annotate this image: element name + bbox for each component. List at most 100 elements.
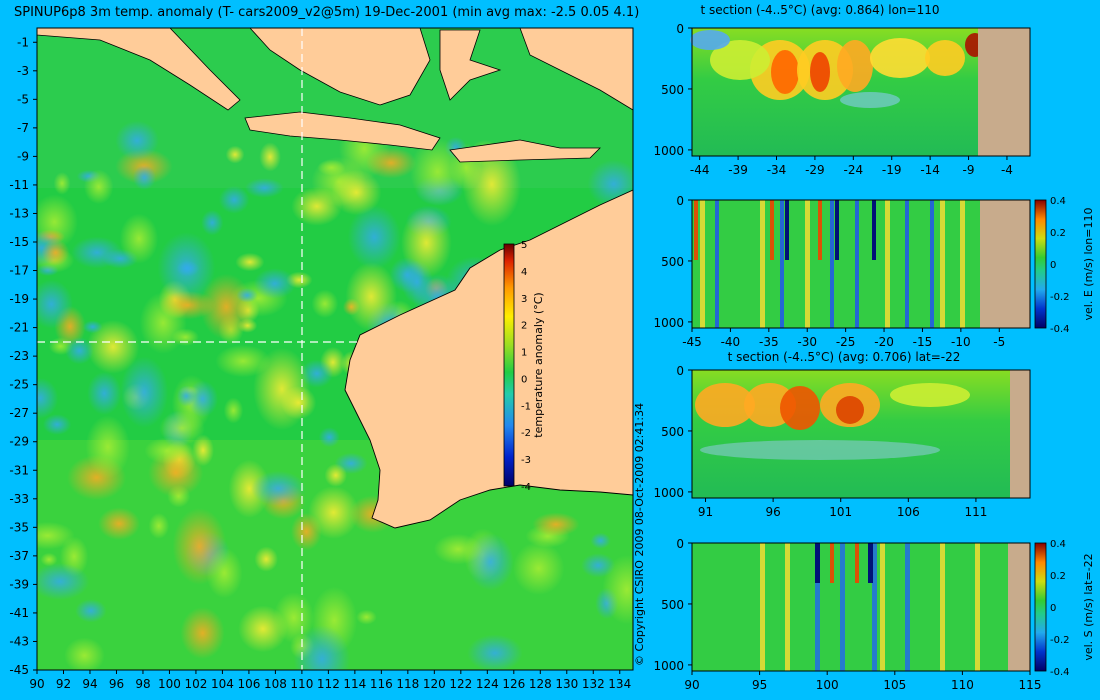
panel1-title: t section (-4..5°C) (avg: 0.864) lon=110 [700,3,939,17]
map-ytick-label: -33 [9,492,29,506]
map-ytick-label: -35 [9,520,29,534]
map-anomaly-patch [365,147,417,179]
section-xtick-label: 100 [816,678,839,692]
section-vel-streak [760,200,765,328]
section-vel-streak [830,200,834,328]
section-xtick-label: -19 [882,163,902,177]
map-anomaly-patch [119,213,159,264]
map-xtick-label: 128 [529,677,552,691]
section-xtick-label: 101 [829,505,852,519]
section-temp-patch [870,38,930,78]
land-timor [449,139,601,163]
map-anomaly-patch [71,236,123,269]
map-xtick-label: 120 [423,677,446,691]
section-vel-streak [805,200,810,328]
map-anomaly-patch [253,347,311,431]
map-ytick-label: -5 [17,92,29,106]
map-anomaly-patch [324,463,347,487]
section-vel-streak [770,200,774,260]
map-anomaly-patch [467,634,523,670]
section-ytick-label: 1000 [653,144,684,158]
section-xtick-label: -44 [690,163,710,177]
map-anomaly-patch [259,142,281,172]
map-xtick-label: 94 [82,677,97,691]
map-xtick-label: 134 [608,677,631,691]
section-vel-streak [694,200,698,260]
section-vel-streak [855,543,859,583]
section-xtick-label: -40 [721,335,741,349]
section-vel-streak [815,543,820,583]
map-ytick-label: -27 [9,406,29,420]
map-colorbar-tick: 1 [521,348,527,359]
sections-panel: t section (-4..5°C) (avg: 0.864) lon=110… [653,3,1095,692]
land-australia [344,189,633,529]
section-xtick-label: -5 [993,335,1005,349]
section-vel-streak [780,200,784,328]
map-anomaly-patch [218,185,250,214]
map-ytick-label: -17 [9,264,29,278]
section-ytick-label: 500 [661,425,684,439]
map-ytick-label: -29 [9,435,29,449]
section-xtick-label: -25 [836,335,856,349]
map-ytick-label: -3 [17,64,29,78]
map-anomaly-patch [590,532,611,549]
map-ytick-label: -1 [17,35,29,49]
map-anomaly-patch [200,273,253,340]
section-ytick-label: 0 [676,194,684,208]
section-vel-streak [855,200,859,328]
map-anomaly-patch [253,268,296,299]
map-xtick-label: 114 [343,677,366,691]
map-anomaly-patch [53,172,71,195]
section-ytick-label: 0 [676,364,684,378]
section-xtick-label: -14 [920,163,940,177]
section-xtick-label: 106 [897,505,920,519]
section-temp-patch [700,440,940,460]
section-ytick-label: 500 [661,598,684,612]
map-colorbar-tick: -4 [521,482,531,493]
section-temp-patch [780,386,820,430]
map-anomaly-patch [42,414,72,435]
panel2-colorbar [1034,199,1047,329]
map-ytick-label: -13 [9,206,29,220]
map-xtick-label: 100 [158,677,181,691]
map-anomaly-patch [87,371,122,415]
map-anomaly-patch [225,145,245,164]
map-anomaly-patch [148,512,170,539]
map-ytick-label: -23 [9,349,29,363]
map-colorbar-tick: 3 [521,294,527,305]
map-xtick-label: 126 [502,677,525,691]
section-xtick-label: -45 [682,335,702,349]
section-xtick-label: 95 [752,678,767,692]
section-temp-patch [840,92,900,108]
map-ytick-label: -39 [9,577,29,591]
map-xtick-label: 110 [290,677,313,691]
map-xtick-label: 92 [56,677,71,691]
section-colorbar-tick: 0.2 [1050,228,1066,239]
map-anomaly-patch [389,257,426,293]
map-xtick-label: 90 [29,677,44,691]
section-vel-streak [885,200,890,328]
map-field [37,28,633,670]
map-anomaly-patch [273,592,314,644]
section-xtick-label: -15 [913,335,933,349]
section-xtick-label: -39 [728,163,748,177]
map-xtick-label: 112 [317,677,340,691]
section-temp-patch [837,40,873,92]
map-colorbar-tick: 2 [521,321,527,332]
section-vel-streak [785,200,789,260]
map-anomaly-patch [223,397,244,424]
map-anomaly-patch [317,159,346,176]
section-temp-patch [710,40,770,80]
section-vel-streak [840,543,845,671]
section-colorbar-label: vel. E (m/s) lon=110 [1082,208,1095,321]
map-xtick-label: 116 [370,677,393,691]
map-anomaly-patch [41,239,70,266]
map-anomaly-patch [40,552,58,567]
section-temp-patch [925,40,965,76]
section-ytick-label: 1000 [653,316,684,330]
map-anomaly-patch [115,120,159,161]
map-anomaly-patch [356,609,377,625]
map-anomaly-patch [512,541,565,595]
main-map-chart: 5 4 3 2 1 0 -1 -2 -3 -4 temperature anomaly (°C) 9… [9,27,634,691]
map-xtick-label: 132 [582,677,605,691]
